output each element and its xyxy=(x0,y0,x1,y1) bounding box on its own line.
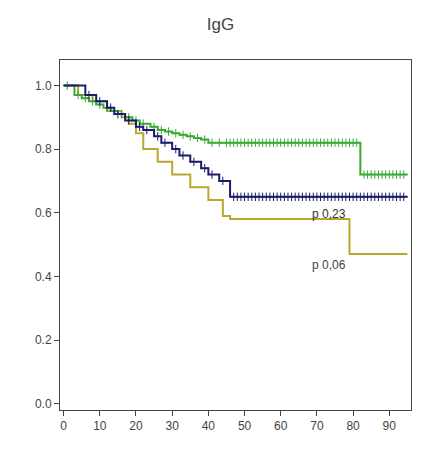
svg-text:IgG: IgG xyxy=(207,15,234,34)
svg-text:0.2: 0.2 xyxy=(35,333,52,347)
svg-text:1.0: 1.0 xyxy=(35,79,52,93)
svg-text:40: 40 xyxy=(202,419,216,433)
svg-text:0.8: 0.8 xyxy=(35,142,52,156)
svg-text:0.4: 0.4 xyxy=(35,270,52,284)
svg-text:20: 20 xyxy=(129,419,143,433)
svg-text:90: 90 xyxy=(383,419,397,433)
svg-text:50: 50 xyxy=(238,419,252,433)
svg-text:0.0: 0.0 xyxy=(35,397,52,411)
svg-text:70: 70 xyxy=(310,419,324,433)
svg-text:0.6: 0.6 xyxy=(35,206,52,220)
svg-text:p 0,06: p 0,06 xyxy=(312,258,346,272)
svg-text:30: 30 xyxy=(166,419,180,433)
svg-text:10: 10 xyxy=(93,419,107,433)
svg-text:0: 0 xyxy=(60,419,67,433)
svg-text:60: 60 xyxy=(274,419,288,433)
svg-text:p 0,23: p 0,23 xyxy=(312,207,346,221)
svg-text:80: 80 xyxy=(346,419,360,433)
